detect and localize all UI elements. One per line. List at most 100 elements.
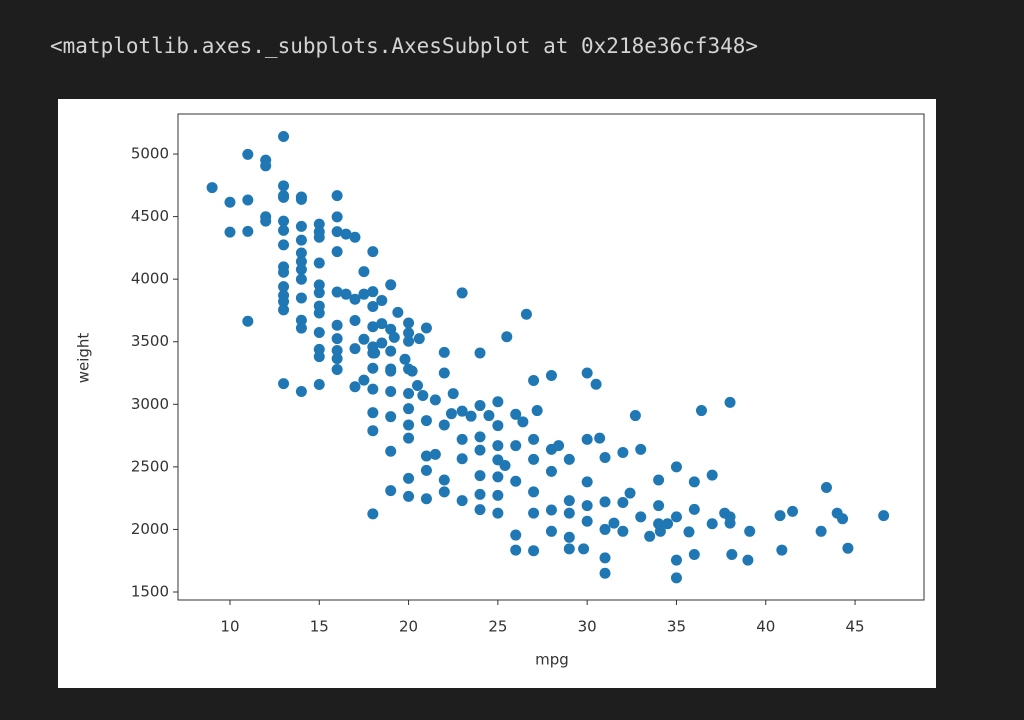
scatter-point bbox=[445, 408, 457, 420]
scatter-point bbox=[376, 294, 388, 306]
scatter-point bbox=[774, 510, 786, 522]
scatter-point bbox=[331, 286, 343, 298]
axes-frame bbox=[177, 113, 925, 601]
scatter-point bbox=[349, 381, 361, 393]
scatter-point bbox=[787, 505, 799, 517]
scatter-point bbox=[369, 347, 381, 359]
scatter-point bbox=[726, 548, 738, 560]
y-tick-label: 3500 bbox=[131, 332, 169, 350]
scatter-point bbox=[581, 515, 593, 527]
scatter-point bbox=[403, 403, 415, 415]
scatter-point bbox=[474, 400, 486, 412]
scatter-point bbox=[617, 497, 629, 509]
scatter-point bbox=[295, 386, 307, 398]
scatter-point bbox=[403, 317, 415, 329]
scatter-point bbox=[594, 432, 606, 444]
scatter-point bbox=[224, 226, 236, 238]
scatter-point bbox=[278, 131, 290, 143]
scatter-point bbox=[367, 383, 379, 395]
scatter-point bbox=[563, 453, 575, 465]
scatter-point bbox=[331, 211, 343, 223]
scatter-point bbox=[695, 405, 707, 417]
scatter-point bbox=[501, 331, 513, 343]
scatter-point bbox=[295, 193, 307, 205]
scatter-point bbox=[474, 504, 486, 516]
scatter-point bbox=[278, 180, 290, 192]
scatter-point bbox=[545, 504, 557, 516]
scatter-point bbox=[358, 288, 370, 300]
scatter-point bbox=[563, 531, 575, 543]
figure: mpg weight 10 15 20 25 30 35 40 45 1500 2000 2500 3… bbox=[58, 99, 936, 688]
scatter-point bbox=[403, 388, 415, 400]
scatter-point bbox=[260, 160, 272, 172]
scatter-point bbox=[520, 308, 532, 320]
scatter-point bbox=[411, 380, 423, 392]
scatter-point bbox=[581, 476, 593, 488]
scatter-point bbox=[278, 215, 290, 227]
scatter-point bbox=[313, 379, 325, 391]
scatter-point bbox=[653, 474, 665, 486]
scatter-point bbox=[403, 335, 415, 347]
scatter-point bbox=[331, 353, 343, 365]
scatter-point bbox=[403, 419, 415, 431]
scatter-point bbox=[563, 507, 575, 519]
scatter-point bbox=[367, 321, 379, 333]
scatter-point bbox=[456, 495, 468, 507]
scatter-point bbox=[608, 517, 620, 529]
scatter-point bbox=[724, 511, 736, 523]
scatter-point bbox=[295, 314, 307, 326]
scatter-point bbox=[295, 292, 307, 304]
scatter-point bbox=[340, 228, 352, 240]
scatter-point bbox=[599, 567, 611, 579]
scatter-point bbox=[528, 545, 540, 557]
scatter-point bbox=[413, 333, 425, 345]
scatter-point bbox=[578, 543, 590, 555]
scatter-point bbox=[563, 495, 575, 507]
scatter-point bbox=[456, 433, 468, 445]
scatter-point bbox=[349, 293, 361, 305]
x-tick-label: 40 bbox=[756, 618, 775, 636]
scatter-point bbox=[456, 453, 468, 465]
scatter-point bbox=[599, 451, 611, 463]
scatter-point bbox=[420, 464, 432, 476]
scatter-point bbox=[278, 239, 290, 251]
scatter-point bbox=[683, 526, 695, 538]
scatter-point bbox=[392, 306, 404, 318]
y-tick-label: 1500 bbox=[131, 582, 169, 600]
scatter-point bbox=[492, 489, 504, 501]
scatter-point bbox=[688, 548, 700, 560]
scatter-point bbox=[349, 314, 361, 326]
scatter-point bbox=[553, 440, 565, 452]
scatter-point bbox=[376, 318, 388, 330]
x-tick-label: 45 bbox=[846, 618, 865, 636]
scatter-point bbox=[242, 194, 254, 206]
scatter-point bbox=[742, 554, 754, 566]
scatter-point bbox=[688, 503, 700, 515]
scatter-point bbox=[510, 475, 522, 487]
scatter-point bbox=[340, 288, 352, 300]
scatter-point bbox=[406, 365, 418, 377]
scatter-point bbox=[278, 378, 290, 390]
scatter-point bbox=[403, 432, 415, 444]
scatter-point bbox=[429, 394, 441, 406]
scatter-point bbox=[367, 286, 379, 298]
scatter-point bbox=[776, 544, 788, 556]
scatter-point bbox=[358, 333, 370, 345]
scatter-point bbox=[295, 256, 307, 268]
y-tick-label: 4500 bbox=[131, 207, 169, 225]
scatter-point bbox=[385, 411, 397, 423]
scatter-point bbox=[331, 226, 343, 238]
scatter-point bbox=[278, 304, 290, 316]
scatter-point bbox=[599, 496, 611, 508]
scatter-point bbox=[599, 523, 611, 535]
scatter-point bbox=[278, 191, 290, 203]
scatter-point bbox=[420, 322, 432, 334]
scatter-point bbox=[331, 190, 343, 202]
scatter-point bbox=[456, 287, 468, 299]
scatter-point bbox=[438, 367, 450, 379]
scatter-point bbox=[313, 326, 325, 338]
scatter-point bbox=[456, 405, 468, 417]
scatter-point bbox=[706, 518, 718, 530]
scatter-point bbox=[617, 525, 629, 537]
